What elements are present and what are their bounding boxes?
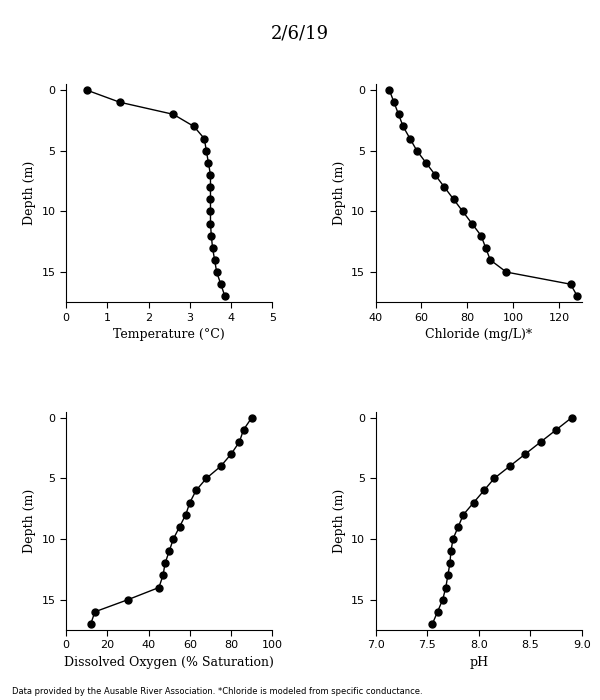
X-axis label: Temperature (°C): Temperature (°C) [113, 328, 225, 342]
Y-axis label: Depth (m): Depth (m) [332, 489, 346, 553]
X-axis label: Chloride (mg/L)*: Chloride (mg/L)* [425, 328, 532, 342]
Text: 2/6/19: 2/6/19 [271, 25, 329, 43]
Y-axis label: Depth (m): Depth (m) [23, 161, 36, 225]
X-axis label: pH: pH [469, 656, 488, 669]
X-axis label: Dissolved Oxygen (% Saturation): Dissolved Oxygen (% Saturation) [64, 656, 274, 669]
Y-axis label: Depth (m): Depth (m) [332, 161, 346, 225]
Y-axis label: Depth (m): Depth (m) [23, 489, 36, 553]
Text: Data provided by the Ausable River Association. *Chloride is modeled from specif: Data provided by the Ausable River Assoc… [12, 687, 422, 696]
